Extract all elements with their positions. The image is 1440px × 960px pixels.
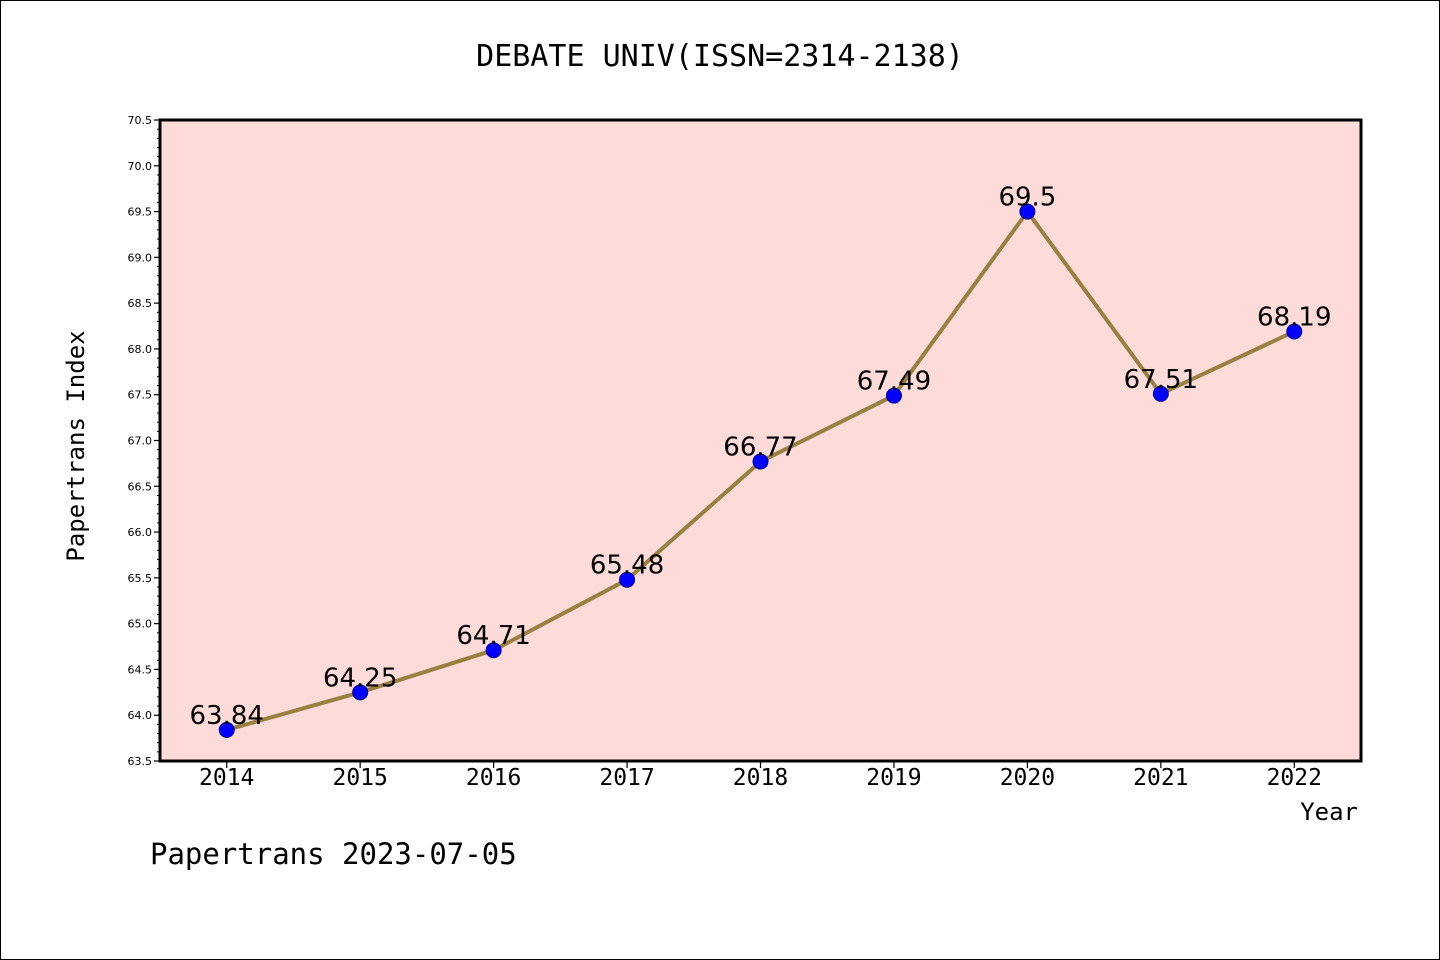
y-tick-label: 64.0 <box>128 709 153 722</box>
footer-text: Papertrans 2023-07-05 <box>150 837 517 871</box>
data-label: 66.77 <box>723 433 797 463</box>
x-tick-label: 2019 <box>866 765 921 791</box>
x-axis-label: Year <box>1300 798 1358 826</box>
y-tick-label: 63.5 <box>128 755 153 768</box>
data-label: 69.5 <box>998 183 1056 213</box>
y-tick-label: 67.5 <box>128 389 153 402</box>
y-tick-label: 70.5 <box>128 114 153 127</box>
x-tick-label: 2017 <box>599 765 654 791</box>
data-label: 68.19 <box>1257 303 1331 333</box>
x-axis-ticks: 2014 2015 2016 2017 2018 2019 2020 2021 2022 <box>199 761 1322 791</box>
data-label: 67.51 <box>1124 365 1198 395</box>
y-axis-label: Papertrans Index <box>62 330 90 561</box>
y-tick-label: 69.5 <box>128 206 153 219</box>
data-label: 67.49 <box>857 367 931 397</box>
chart-title: DEBATE UNIV(ISSN=2314-2138) <box>476 39 964 74</box>
y-tick-label: 67.0 <box>128 435 153 448</box>
x-tick-label: 2018 <box>733 765 788 791</box>
y-tick-label: 69.0 <box>128 251 153 264</box>
y-tick-label: 70.0 <box>128 160 153 173</box>
plot-area <box>160 120 1361 761</box>
data-label: 64.71 <box>456 621 530 651</box>
x-tick-label: 2021 <box>1133 765 1188 791</box>
y-tick-label: 66.5 <box>128 480 153 493</box>
data-point <box>1019 203 1036 220</box>
x-tick-label: 2014 <box>199 765 254 791</box>
y-tick-label: 68.0 <box>128 343 153 356</box>
y-tick-label: 66.0 <box>128 526 153 539</box>
data-labels: 63.84 64.25 64.71 65.48 66.77 67.49 69.5 67.51 6… <box>190 183 1332 731</box>
data-point <box>218 721 235 738</box>
data-point <box>752 453 769 470</box>
data-point <box>352 684 369 701</box>
x-tick-label: 2016 <box>466 765 521 791</box>
data-point <box>1152 385 1169 402</box>
data-label: 63.84 <box>190 701 264 731</box>
y-axis-ticks: 63.5 64.0 64.5 65.0 65.5 66.0 66.5 67.0 67.5 68.0… <box>128 114 160 768</box>
x-tick-label: 2020 <box>1000 765 1055 791</box>
data-points <box>218 203 1303 738</box>
data-label: 65.48 <box>590 551 664 581</box>
x-tick-label: 2022 <box>1267 765 1322 791</box>
x-tick-label: 2015 <box>332 765 387 791</box>
data-label: 64.25 <box>323 663 397 693</box>
data-point <box>1286 323 1303 340</box>
y-tick-label: 65.5 <box>128 572 153 585</box>
data-point <box>619 571 636 588</box>
data-point <box>485 642 502 659</box>
y-tick-label: 64.5 <box>128 663 153 676</box>
y-tick-label: 65.0 <box>128 618 153 631</box>
y-tick-label: 68.5 <box>128 297 153 310</box>
data-point <box>885 387 902 404</box>
plot-border <box>158 118 1363 763</box>
